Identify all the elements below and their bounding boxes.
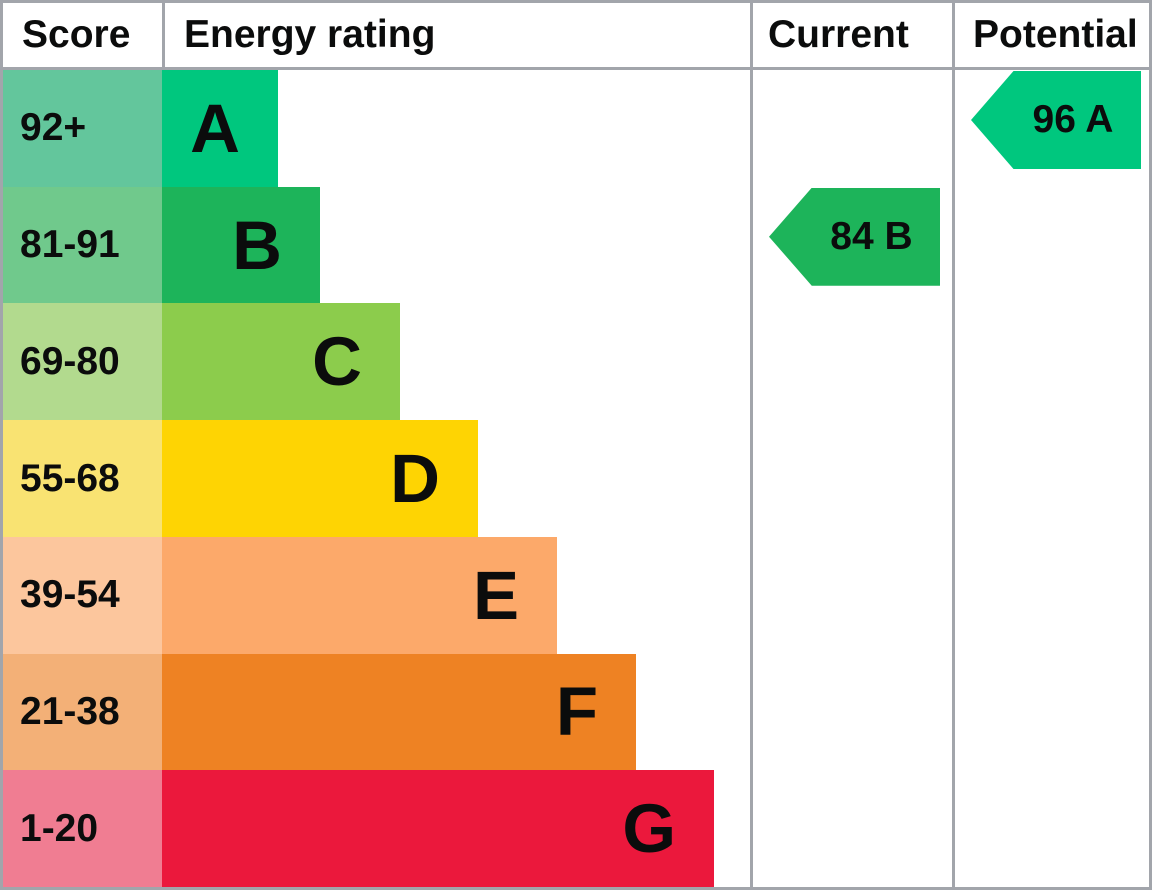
band-row-e: 39-54 E [3,536,1149,654]
band-bar-g: G [162,770,714,887]
chart-header: Score Energy rating Current Potential [3,3,1149,67]
band-rows: 92+ A 96 A 81-91 B 84 B 69-80 C 55-68 D … [3,70,1149,887]
score-range-e: 39-54 [3,536,162,654]
current-rating-arrow: 84 B [769,187,940,286]
current-column-divider [750,3,753,887]
band-bar-d: D [162,420,478,537]
score-range-a: 92+ [3,70,162,187]
band-bar-c: C [162,303,400,421]
band-bar-f: F [162,653,636,771]
band-row-d: 55-68 D [3,420,1149,537]
band-bar-a: A [162,70,278,187]
potential-header: Potential [973,13,1138,56]
score-range-f: 21-38 [3,653,162,771]
band-row-g: 1-20 G [3,770,1149,887]
score-header: Score [22,13,131,56]
band-bar-e: E [162,536,557,654]
band-bar-b: B [162,186,320,304]
band-row-a: 92+ A 96 A [3,70,1149,187]
band-row-c: 69-80 C [3,303,1149,421]
header-divider-line [3,67,1149,70]
potential-rating-arrow: 96 A [971,71,1141,169]
current-header: Current [768,13,909,56]
band-row-b: 81-91 B 84 B [3,186,1149,304]
score-range-g: 1-20 [3,770,162,887]
potential-column-divider [952,3,955,887]
score-range-d: 55-68 [3,420,162,537]
score-range-c: 69-80 [3,303,162,421]
score-column-divider [162,3,165,67]
band-row-f: 21-38 F [3,653,1149,771]
score-range-b: 81-91 [3,186,162,304]
energy-rating-header: Energy rating [184,13,436,56]
